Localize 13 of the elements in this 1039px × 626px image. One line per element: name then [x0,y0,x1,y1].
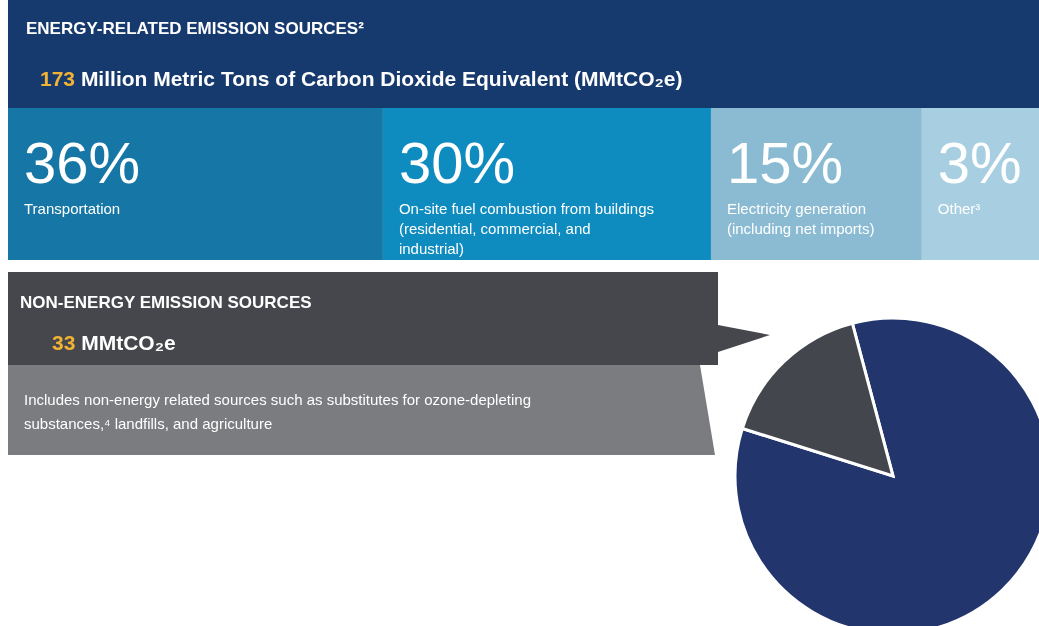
text: ENERGY-RELATED EMISSION SOURCES² [26,19,365,38]
text: NON-ENERGY EMISSION SOURCES [20,293,312,312]
data-label: 3% [937,130,1022,195]
data-label: 15% [726,130,844,195]
category-label: Electricity generation (including net imports) [726,200,875,237]
data-label: 30% [398,130,515,195]
category-label: Other³ [937,200,981,217]
text: Includes non-energy related sources such as substitutes for ozone-depleting substances,⁴ landfills, and agriculture [24,391,531,432]
category-label: On-site fuel combustion from buildings (residential, commercial, and industrial) [398,200,655,257]
text: 33 MMtCO₂e [52,331,176,354]
text: 173 Million Metric Tons of Carbon Dioxide Equivalent (MMtCO₂e) [40,67,683,90]
category-label: Transportation [24,200,121,217]
data-label: 36% [24,130,141,195]
